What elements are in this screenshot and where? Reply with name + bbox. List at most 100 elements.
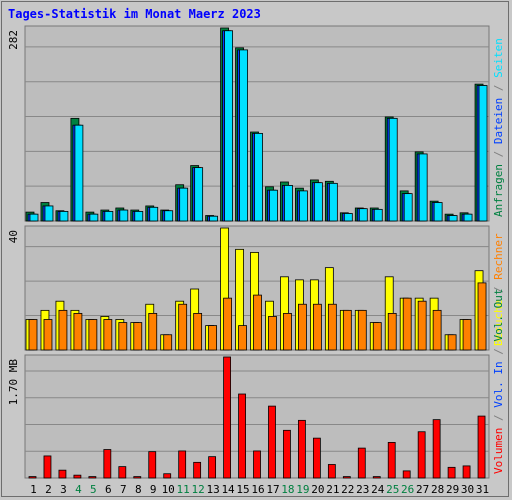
bar-rechner-day-9 (148, 312, 158, 351)
day-label-2: 2 (45, 483, 52, 496)
day-label-18: 18 (281, 483, 294, 496)
bar-rechner-day-17 (268, 316, 277, 351)
day-label-26: 26 (401, 483, 414, 496)
bar-seiten-day-7 (119, 209, 129, 222)
bar-volumen-day-6 (103, 449, 112, 479)
bar-rechner-day-6 (103, 319, 113, 351)
panel-visits-series-legend: Besuche / Rechner (492, 233, 505, 346)
day-label-30: 30 (461, 483, 474, 496)
bar-volumen-day-30 (462, 465, 471, 479)
bar-volumen-day-22 (342, 476, 351, 479)
day-label-13: 13 (206, 483, 219, 496)
bar-rechner-day-5 (88, 319, 98, 351)
bar-volumen-day-11 (178, 450, 187, 479)
legend-part: Vol. In (492, 361, 505, 407)
bar-rechner-day-2 (43, 319, 53, 351)
bar-seiten-day-21 (328, 182, 338, 222)
bar-rechner-day-15 (238, 325, 247, 351)
legend-part: Volumen (492, 428, 505, 474)
day-label-1: 1 (30, 483, 37, 496)
bar-seiten-day-11 (179, 187, 189, 222)
bar-seiten-day-12 (194, 167, 204, 222)
day-label-21: 21 (326, 483, 339, 496)
bar-seiten-day-20 (313, 182, 323, 222)
bar-seiten-day-16 (254, 132, 263, 222)
bar-seiten-day-29 (448, 215, 458, 222)
bar-rechner-day-10 (163, 334, 173, 351)
day-label-17: 17 (266, 483, 279, 496)
bar-seiten-day-26 (403, 193, 413, 222)
legend-part: Anfragen (492, 164, 505, 217)
bar-rechner-day-3 (58, 309, 68, 351)
bar-seiten-day-22 (343, 213, 353, 222)
bar-seiten-day-6 (104, 211, 114, 222)
bar-rechner-day-12 (193, 312, 203, 351)
chart-title: Tages-Statistik im Monat Maerz 2023 (8, 7, 261, 21)
bar-seiten-day-9 (149, 206, 159, 222)
bar-rechner-day-16 (253, 294, 262, 351)
bar-volumen-day-9 (148, 451, 157, 479)
bar-volumen-day-23 (357, 447, 366, 479)
day-label-27: 27 (416, 483, 429, 496)
day-label-3: 3 (60, 483, 67, 496)
day-label-8: 8 (135, 483, 142, 496)
bar-rechner-day-20 (312, 303, 322, 351)
bar-volumen-day-8 (133, 476, 142, 479)
legend-part: Besuche (492, 300, 505, 346)
bar-volumen-day-25 (387, 442, 396, 479)
day-label-10: 10 (162, 483, 175, 496)
day-label-28: 28 (431, 483, 444, 496)
panel-volume-series-legend: Volumen / Vol. In / Vol. Out (492, 289, 505, 474)
day-label-6: 6 (105, 483, 112, 496)
bar-rechner-day-23 (357, 309, 367, 351)
day-label-5: 5 (90, 483, 97, 496)
bar-volumen-day-26 (402, 470, 411, 479)
bar-rechner-day-14 (223, 297, 232, 351)
legend-part: Dateien (492, 98, 505, 144)
bar-volumen-day-5 (88, 476, 97, 479)
panel-volume-max-label: 1.70 MB (7, 359, 20, 406)
bar-seiten-day-24 (373, 208, 383, 222)
bar-seiten-day-17 (269, 189, 278, 222)
bar-volumen-day-24 (372, 476, 381, 479)
bar-rechner-day-1 (28, 319, 38, 351)
legend-part: / (492, 78, 505, 98)
bar-volumen-day-21 (327, 464, 336, 479)
day-label-24: 24 (371, 483, 385, 496)
bar-rechner-day-28 (432, 309, 442, 351)
bar-seiten-day-3 (59, 211, 69, 222)
bar-volumen-day-4 (73, 474, 82, 479)
bar-volumen-day-13 (208, 456, 217, 479)
bar-seiten-day-4 (74, 124, 84, 222)
bar-volumen-day-15 (238, 393, 246, 479)
legend-part: / (492, 280, 505, 300)
bar-seiten-day-25 (388, 117, 398, 222)
bar-rechner-day-13 (208, 325, 218, 351)
bar-seiten-day-27 (418, 153, 428, 222)
bar-seiten-day-19 (299, 190, 308, 222)
bar-volumen-day-2 (43, 455, 52, 479)
bar-seiten-day-15 (239, 49, 248, 222)
day-label-11: 11 (177, 483, 190, 496)
bar-rechner-day-24 (372, 322, 382, 351)
legend-part: / (492, 342, 505, 362)
bar-rechner-day-4 (73, 312, 83, 351)
day-label-23: 23 (356, 483, 369, 496)
day-label-15: 15 (236, 483, 249, 496)
bar-seiten-day-8 (134, 211, 144, 222)
day-label-4: 4 (75, 483, 82, 496)
bar-volumen-day-16 (253, 450, 261, 479)
bar-rechner-day-25 (387, 312, 397, 351)
day-label-19: 19 (296, 483, 309, 496)
bar-volumen-day-27 (417, 431, 426, 479)
panel-requests-max-label: 282 (7, 30, 20, 50)
bar-volumen-day-1 (28, 476, 37, 479)
panel-visits-max-label: 40 (7, 230, 20, 243)
day-label-31: 31 (476, 483, 489, 496)
day-label-14: 14 (221, 483, 235, 496)
bar-rechner-day-29 (447, 334, 457, 351)
bar-seiten-day-5 (89, 213, 99, 222)
day-label-9: 9 (150, 483, 157, 496)
bar-seiten-day-2 (44, 205, 54, 222)
